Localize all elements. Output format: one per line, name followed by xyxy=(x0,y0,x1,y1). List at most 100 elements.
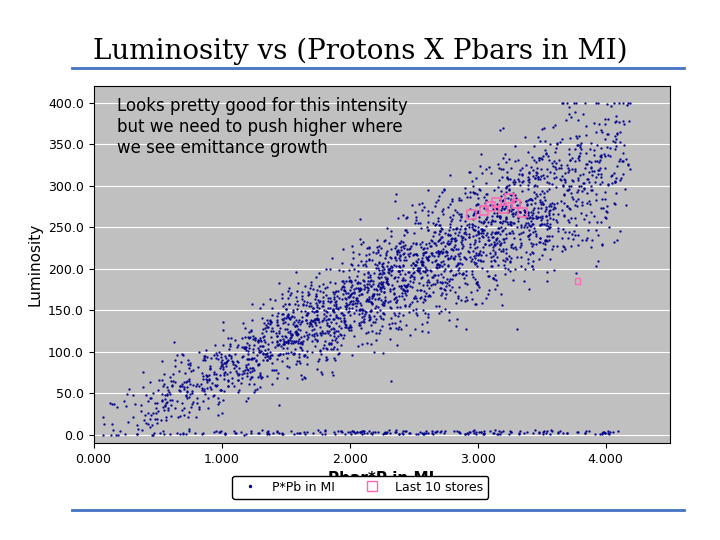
Point xyxy=(540,240,552,249)
Point xyxy=(490,228,501,237)
Point xyxy=(345,290,356,299)
Point xyxy=(504,229,516,238)
Point xyxy=(397,261,408,269)
Point xyxy=(307,316,318,325)
Point xyxy=(422,292,433,301)
Point xyxy=(348,300,359,309)
Point xyxy=(500,245,511,254)
Point xyxy=(343,292,354,301)
Point xyxy=(609,131,621,140)
Point xyxy=(286,339,297,348)
Point xyxy=(292,329,303,338)
Point xyxy=(302,309,314,318)
Point xyxy=(557,206,568,214)
Point xyxy=(387,319,398,327)
Point xyxy=(413,266,425,274)
Point xyxy=(393,267,405,275)
Point xyxy=(506,205,518,213)
Point xyxy=(410,250,422,259)
Point xyxy=(510,243,521,252)
Point xyxy=(402,213,413,221)
Point xyxy=(593,165,605,174)
Point xyxy=(364,271,376,279)
Point xyxy=(327,305,338,314)
Point xyxy=(296,339,307,347)
Point xyxy=(446,194,458,203)
Point xyxy=(395,255,406,264)
Point xyxy=(347,248,359,257)
Point xyxy=(523,285,535,293)
Point xyxy=(329,293,341,302)
Point xyxy=(409,292,420,300)
Point xyxy=(539,124,550,132)
Point xyxy=(513,170,525,179)
Point xyxy=(330,311,341,320)
Point xyxy=(521,197,532,205)
Point xyxy=(405,429,416,437)
Point xyxy=(482,218,494,226)
Point xyxy=(551,165,562,173)
Point xyxy=(617,148,629,157)
Point xyxy=(477,227,488,236)
Point xyxy=(296,375,307,383)
Point xyxy=(365,320,377,329)
Point xyxy=(500,214,512,223)
Point xyxy=(229,349,240,358)
Point xyxy=(503,186,515,194)
Point xyxy=(469,207,480,215)
Point xyxy=(356,305,368,314)
Point xyxy=(485,201,496,210)
Point xyxy=(354,286,366,294)
Point xyxy=(522,232,534,240)
Point xyxy=(272,341,284,350)
Point xyxy=(169,403,181,412)
Point xyxy=(443,240,454,248)
Point xyxy=(393,239,405,247)
Point xyxy=(390,426,402,435)
Point xyxy=(430,202,441,211)
Point xyxy=(456,244,468,253)
Point xyxy=(284,334,295,343)
Point xyxy=(377,263,389,272)
Point xyxy=(377,278,389,286)
Point xyxy=(381,428,392,437)
Point xyxy=(455,212,467,221)
Point xyxy=(156,389,168,398)
Point xyxy=(339,320,351,329)
Point xyxy=(473,185,485,194)
Point xyxy=(351,428,363,436)
Point xyxy=(355,240,366,248)
Point xyxy=(439,293,451,302)
Point xyxy=(377,260,388,268)
Point xyxy=(196,386,207,394)
Point xyxy=(415,292,427,301)
Point xyxy=(532,213,544,221)
Point xyxy=(351,428,362,436)
Point xyxy=(364,310,375,319)
Point xyxy=(372,295,384,303)
Point xyxy=(367,317,379,326)
Point xyxy=(343,307,355,316)
Point xyxy=(248,388,259,397)
Point xyxy=(385,267,397,275)
Point xyxy=(390,241,402,250)
Point xyxy=(241,365,253,374)
Point xyxy=(240,332,251,341)
Point xyxy=(306,348,318,357)
Point xyxy=(489,257,500,266)
Point xyxy=(523,195,534,204)
Point xyxy=(212,375,223,384)
Point xyxy=(599,429,611,437)
Point xyxy=(464,239,475,248)
Point xyxy=(290,336,302,345)
Point xyxy=(495,214,506,222)
Point xyxy=(397,286,409,294)
Point xyxy=(604,144,616,152)
Point xyxy=(534,154,545,163)
Point xyxy=(414,263,426,272)
Point xyxy=(570,214,581,222)
Point xyxy=(366,300,377,309)
Point xyxy=(420,253,432,262)
Point xyxy=(487,274,498,282)
Point xyxy=(559,178,571,186)
